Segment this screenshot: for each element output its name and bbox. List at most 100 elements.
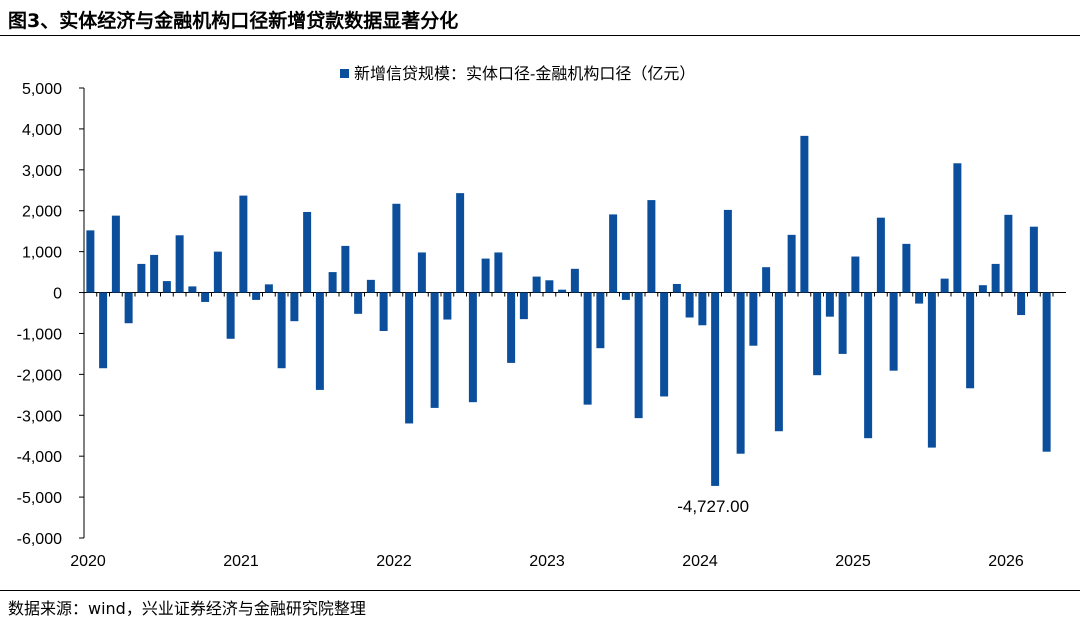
bar xyxy=(150,254,159,293)
bar xyxy=(851,256,860,293)
y-tick-label: -6,000 xyxy=(17,531,62,548)
bar xyxy=(660,292,669,397)
bar xyxy=(978,285,987,293)
bar xyxy=(685,292,694,318)
x-axis: 2020 2021 2022 2023 2024 2025 2026 xyxy=(70,292,1066,570)
bar xyxy=(366,279,375,293)
bar xyxy=(519,292,528,320)
y-axis: 5,000 4,000 3,000 2,000 1,000 0 -1,000 -2,000 -3… xyxy=(17,81,85,548)
bar xyxy=(736,292,745,454)
bar xyxy=(405,292,414,424)
x-tick-label: 2024 xyxy=(682,553,718,570)
bar xyxy=(800,135,809,293)
bar xyxy=(813,292,822,376)
bar xyxy=(162,281,171,293)
figure-title: 图3、实体经济与金融机构口径新增贷款数据显著分化 xyxy=(8,10,459,32)
y-tick-label: 2,000 xyxy=(22,204,62,221)
legend: 新增信贷规模：实体口径-金融机构口径（亿元） xyxy=(340,65,695,83)
bar xyxy=(558,289,567,293)
bar xyxy=(596,292,605,349)
bar xyxy=(876,217,885,293)
bar-chart: 5,000 4,000 3,000 2,000 1,000 0 -1,000 -2,000 -3… xyxy=(17,65,1066,570)
bar xyxy=(468,292,477,403)
bar xyxy=(1029,226,1038,293)
y-tick-label: -4,000 xyxy=(17,449,62,466)
bar xyxy=(239,195,248,293)
bar xyxy=(889,292,898,371)
bar xyxy=(124,292,133,324)
x-tick-label: 2022 xyxy=(376,553,412,570)
bar xyxy=(532,276,541,293)
bar xyxy=(609,214,618,293)
bar xyxy=(481,258,490,293)
bar xyxy=(290,292,299,322)
bar xyxy=(417,252,426,293)
bar xyxy=(175,235,184,293)
bar xyxy=(341,245,350,293)
bar xyxy=(787,234,796,293)
bar xyxy=(711,292,720,486)
bar xyxy=(443,292,452,320)
bar xyxy=(953,163,962,293)
y-tick-label: -3,000 xyxy=(17,408,62,425)
bar xyxy=(252,292,261,300)
bar xyxy=(99,292,108,369)
x-tick-label: 2025 xyxy=(835,553,871,570)
data-label: -4,727.00 xyxy=(677,497,749,516)
bar xyxy=(1042,292,1051,452)
bar xyxy=(226,292,235,339)
bar xyxy=(86,230,95,293)
bar xyxy=(672,283,681,293)
x-tick-label: 2020 xyxy=(70,553,106,570)
bar xyxy=(494,252,503,293)
bar xyxy=(698,292,707,326)
bar xyxy=(915,292,924,304)
y-tick-label: -5,000 xyxy=(17,490,62,507)
bar xyxy=(213,251,222,293)
bar xyxy=(507,292,516,363)
y-tick-label: 0 xyxy=(53,286,62,303)
bar xyxy=(315,292,324,390)
bar xyxy=(774,292,783,432)
y-tick-label: 1,000 xyxy=(22,245,62,262)
bar xyxy=(137,263,146,293)
bar-series xyxy=(86,135,1051,486)
bar xyxy=(749,292,758,346)
source-note: 数据来源：wind，兴业证券经济与金融研究院整理 xyxy=(8,599,366,618)
bar xyxy=(825,292,834,317)
title-rule xyxy=(0,35,1080,36)
y-tick-label: -1,000 xyxy=(17,326,62,343)
bar xyxy=(634,292,643,419)
bar xyxy=(966,292,975,389)
bar xyxy=(902,243,911,293)
bar xyxy=(328,272,337,293)
bar xyxy=(303,211,312,293)
bar xyxy=(991,263,1000,293)
bar xyxy=(264,284,273,293)
bar xyxy=(188,286,197,293)
y-tick-label: -2,000 xyxy=(17,367,62,384)
bar xyxy=(277,292,286,369)
bar xyxy=(864,292,873,439)
bar xyxy=(621,292,630,300)
x-tick-label: 2023 xyxy=(529,553,565,570)
y-tick-label: 4,000 xyxy=(22,122,62,139)
bar xyxy=(940,278,949,293)
bar xyxy=(545,280,554,293)
bar xyxy=(201,292,210,302)
bar xyxy=(392,203,401,293)
y-tick-label: 5,000 xyxy=(22,81,62,98)
bar xyxy=(111,215,120,293)
y-tick-label: 3,000 xyxy=(22,163,62,180)
bar xyxy=(379,292,388,331)
x-tick-label: 2021 xyxy=(223,553,259,570)
annotations: -4,727.00 xyxy=(677,497,749,516)
bar xyxy=(583,292,592,405)
bar xyxy=(762,267,771,293)
bar xyxy=(354,292,363,314)
bar xyxy=(927,292,936,448)
bar xyxy=(430,292,439,408)
bar xyxy=(1004,214,1013,293)
bar xyxy=(1017,292,1026,316)
bar xyxy=(456,193,465,293)
